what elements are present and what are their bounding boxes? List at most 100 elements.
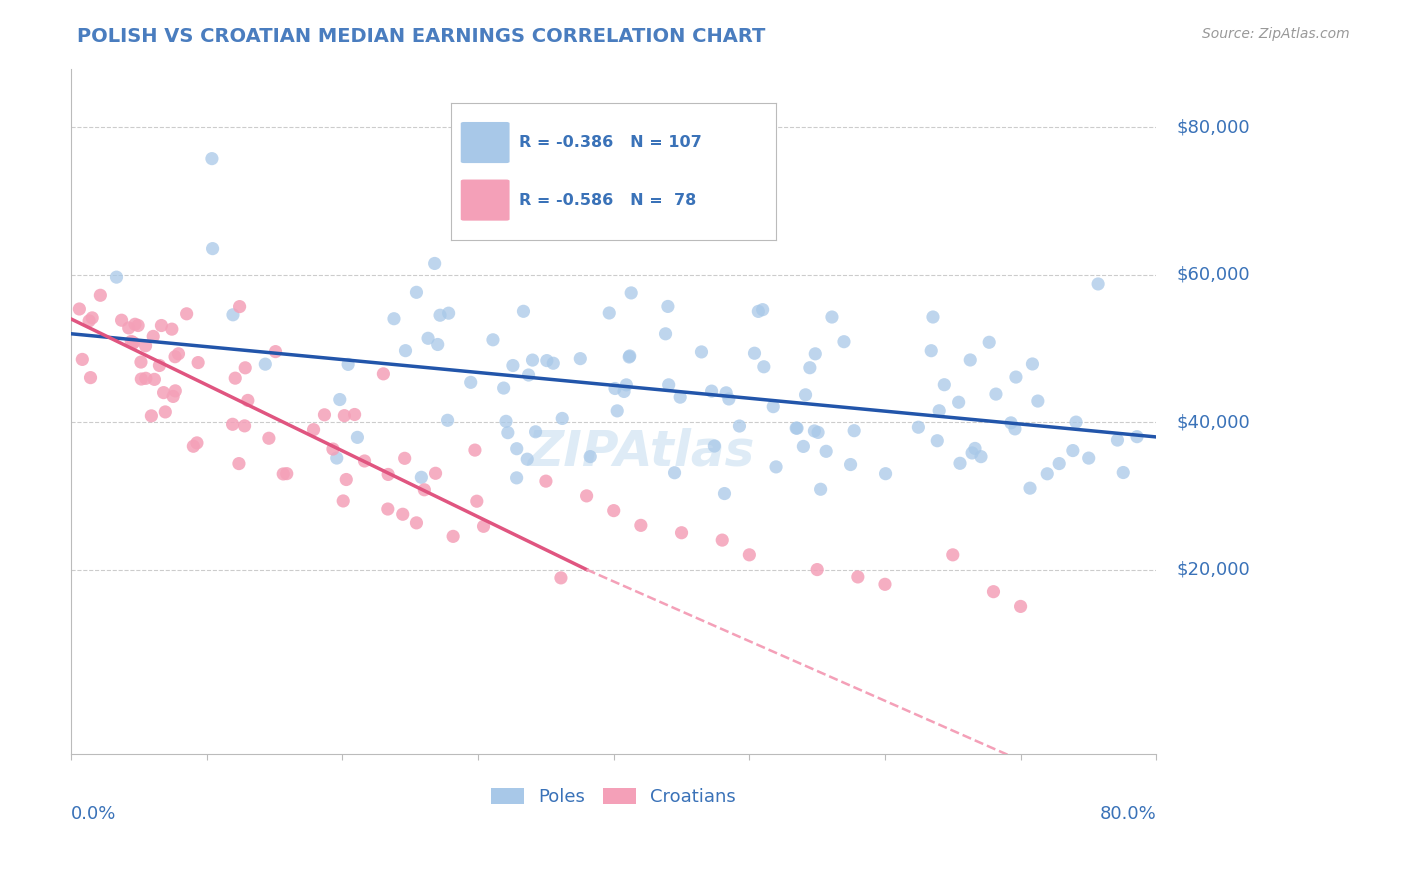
Text: $80,000: $80,000 — [1177, 119, 1250, 136]
Point — [346, 430, 368, 444]
Point — [271, 467, 294, 481]
Point — [804, 347, 827, 361]
Point — [337, 357, 360, 371]
Point — [711, 533, 734, 547]
Point — [603, 503, 626, 517]
Point — [129, 355, 152, 369]
Point — [131, 372, 153, 386]
Point — [124, 318, 146, 332]
Point — [551, 411, 574, 425]
Point — [425, 467, 447, 481]
Point — [671, 525, 693, 540]
Point — [72, 352, 94, 367]
Point — [492, 381, 515, 395]
Point — [472, 519, 495, 533]
Point — [1004, 422, 1026, 436]
Point — [803, 424, 825, 438]
Point — [135, 339, 157, 353]
Point — [664, 466, 686, 480]
Point — [1005, 370, 1028, 384]
Text: 80.0%: 80.0% — [1099, 805, 1156, 823]
Point — [839, 458, 862, 472]
Point — [186, 436, 208, 450]
Point — [77, 314, 100, 328]
Point — [786, 421, 808, 435]
Point — [744, 346, 766, 360]
Point — [411, 470, 433, 484]
Point — [516, 452, 538, 467]
Point — [614, 377, 637, 392]
Point — [873, 577, 896, 591]
Point — [228, 300, 250, 314]
Point — [550, 571, 572, 585]
Point — [613, 384, 636, 399]
Point — [122, 335, 145, 350]
Point — [148, 359, 170, 373]
Point — [236, 393, 259, 408]
Point — [728, 419, 751, 434]
Point — [233, 418, 256, 433]
Point — [1077, 451, 1099, 466]
Text: POLISH VS CROATIAN MEDIAN EARNINGS CORRELATION CHART: POLISH VS CROATIAN MEDIAN EARNINGS CORRE… — [77, 27, 766, 45]
Point — [502, 359, 524, 373]
Point — [67, 301, 90, 316]
Point — [429, 308, 451, 322]
Point — [658, 377, 681, 392]
Point — [1036, 467, 1059, 481]
Point — [949, 456, 972, 470]
Point — [752, 359, 775, 374]
Point — [810, 483, 832, 497]
Point — [846, 570, 869, 584]
Point — [183, 439, 205, 453]
Point — [335, 473, 357, 487]
Point — [927, 434, 949, 448]
Point — [333, 409, 356, 423]
Point — [413, 483, 436, 497]
Point — [1107, 433, 1129, 447]
Point — [1047, 457, 1070, 471]
Point — [738, 548, 761, 562]
Point — [187, 355, 209, 369]
Point — [165, 350, 187, 364]
Point — [460, 376, 482, 390]
Text: Source: ZipAtlas.com: Source: ZipAtlas.com — [1202, 27, 1350, 41]
Point — [436, 413, 458, 427]
Point — [165, 384, 187, 398]
Point — [765, 459, 787, 474]
Point — [437, 306, 460, 320]
Point — [1062, 443, 1084, 458]
Point — [792, 439, 814, 453]
Point — [394, 451, 416, 466]
Text: 0.0%: 0.0% — [72, 805, 117, 823]
Point — [703, 439, 725, 453]
Point — [257, 431, 280, 445]
Point — [959, 353, 981, 368]
Point — [228, 457, 250, 471]
Point — [155, 405, 177, 419]
Point — [575, 489, 598, 503]
Point — [377, 467, 399, 482]
Point — [391, 508, 413, 522]
Point — [669, 390, 692, 404]
Text: $60,000: $60,000 — [1177, 266, 1250, 284]
Point — [762, 400, 785, 414]
Point — [394, 343, 416, 358]
Point — [118, 321, 141, 335]
Point — [983, 584, 1005, 599]
Point — [464, 443, 486, 458]
Point — [619, 349, 641, 363]
Text: ZIPAtlas: ZIPAtlas — [527, 427, 755, 475]
Point — [264, 344, 287, 359]
Point — [329, 392, 352, 407]
Point — [405, 285, 427, 300]
Point — [1019, 481, 1042, 495]
Point — [690, 345, 713, 359]
Point — [524, 425, 547, 439]
Point — [505, 471, 527, 485]
Point — [441, 529, 464, 543]
Point — [598, 306, 620, 320]
Point — [1126, 430, 1149, 444]
Point — [221, 417, 243, 432]
Point — [970, 450, 993, 464]
Point — [110, 313, 132, 327]
